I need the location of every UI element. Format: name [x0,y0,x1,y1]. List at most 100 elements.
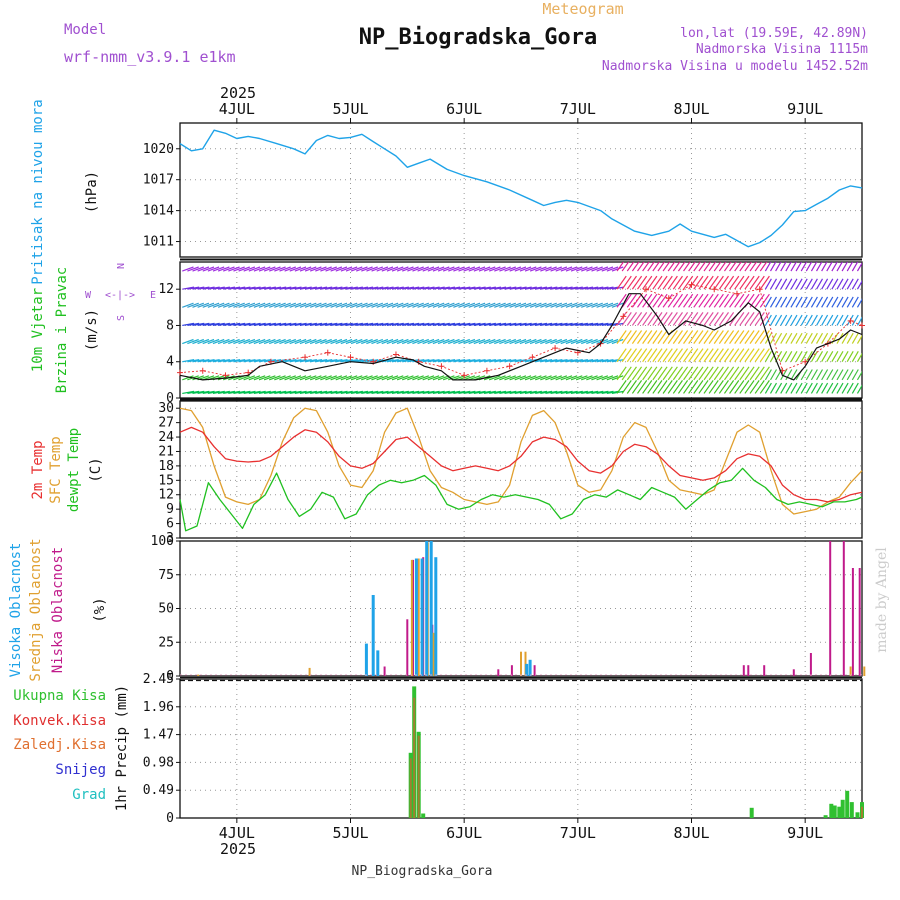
wind-barb [402,338,414,345]
wind-barb [846,382,854,394]
wind-barb [514,266,527,272]
wind-barb [289,338,302,345]
wind-barb [606,338,619,345]
wind-barb [846,296,854,308]
wind-barb [468,359,481,363]
wind-barb [821,314,829,326]
wind-barb [616,275,627,290]
wind-barb [795,296,803,308]
wind-barb [535,286,548,290]
wind-barb [274,375,286,381]
wind-barb [816,382,824,394]
wind-barb [657,275,668,290]
wind-barb [243,286,256,290]
wind-gust-marker [688,281,695,288]
wind-barb [315,375,327,381]
wind-barb [805,278,813,290]
wind-barb [601,338,614,345]
wind-barb [683,275,694,290]
wind-barb [463,266,476,272]
wind-barb [570,266,583,272]
y-tick-label: 9 [166,502,174,517]
wind-barb [693,293,704,308]
low-cloud-bar [412,559,414,676]
wind-barb [376,338,389,345]
wind-barb [192,375,205,381]
wind-barb [320,286,333,290]
wind-barb [688,275,699,290]
wind-barb [616,330,627,344]
wind-barb [677,366,689,381]
wind-barb [657,348,668,363]
wind-barb [652,312,663,326]
dewpt-temp-line [179,467,863,532]
wind-barb [591,390,604,395]
conv-precip-bar [417,735,420,818]
wind-barb [289,390,302,395]
high-cloud-bar [371,595,375,676]
wind-barb [315,390,328,395]
wind-barb [729,275,740,290]
wind-barb [540,375,552,381]
wind-barb [575,338,588,345]
wind-barb [683,293,694,308]
wind-barb [443,390,456,395]
wind-barb [739,330,750,344]
wind-barb [514,359,527,363]
wind-barb [535,338,547,345]
wind-barb [202,266,215,272]
wind-barb [581,286,594,290]
wind-barb [744,312,755,326]
wind-barb [509,302,522,308]
wind-barb [391,338,404,345]
wind-barb [576,322,589,327]
low-cloud-bar [742,665,745,676]
wind-barb [458,266,471,272]
wind-barb [826,314,834,326]
wind-barb [422,322,435,327]
wind-barb [238,286,251,290]
wind-barb [284,266,297,272]
wind-barb [396,359,410,363]
wind-barb [759,366,770,381]
wind-barb [473,359,486,363]
wind-barb [601,359,614,363]
wind-barb [396,266,409,272]
wind-barb [591,322,604,327]
wind-barb [688,348,699,363]
wind-barb [780,369,788,381]
wind-barb [749,366,760,381]
wind-barb [698,348,709,363]
wind-barb [473,266,486,272]
wind-barb [386,338,399,345]
wind-barb [391,375,404,381]
mid-cloud-bar [308,667,311,676]
wind-gust-marker [177,369,183,376]
wind-barb [693,348,704,363]
wind-barb [550,390,563,395]
wind-barb [744,380,755,394]
wind-barb [785,351,793,363]
y-tick-label: 12 [158,282,174,297]
wind-barb [304,302,317,308]
wind-barb [212,359,225,363]
low-cloud-bar [533,665,536,676]
mid-cloud-bar [197,674,200,676]
day-label-bottom: 7JUL [560,824,596,842]
wind-barb [739,312,750,326]
wind-barb [222,338,235,345]
wind-barb [560,359,573,363]
wind-barb [611,266,624,272]
wind-barb [335,390,348,395]
wind-barb [846,351,854,363]
wind-barb [744,366,755,381]
wind-barb [662,312,673,326]
wind-barb [851,382,859,394]
wind-barb [780,296,788,308]
wind-barb [662,275,673,290]
wind-barb [596,302,609,308]
wind-barb [529,302,542,308]
wind-barb [667,380,678,394]
wind-barb [540,338,552,345]
wind-barb [775,382,783,394]
